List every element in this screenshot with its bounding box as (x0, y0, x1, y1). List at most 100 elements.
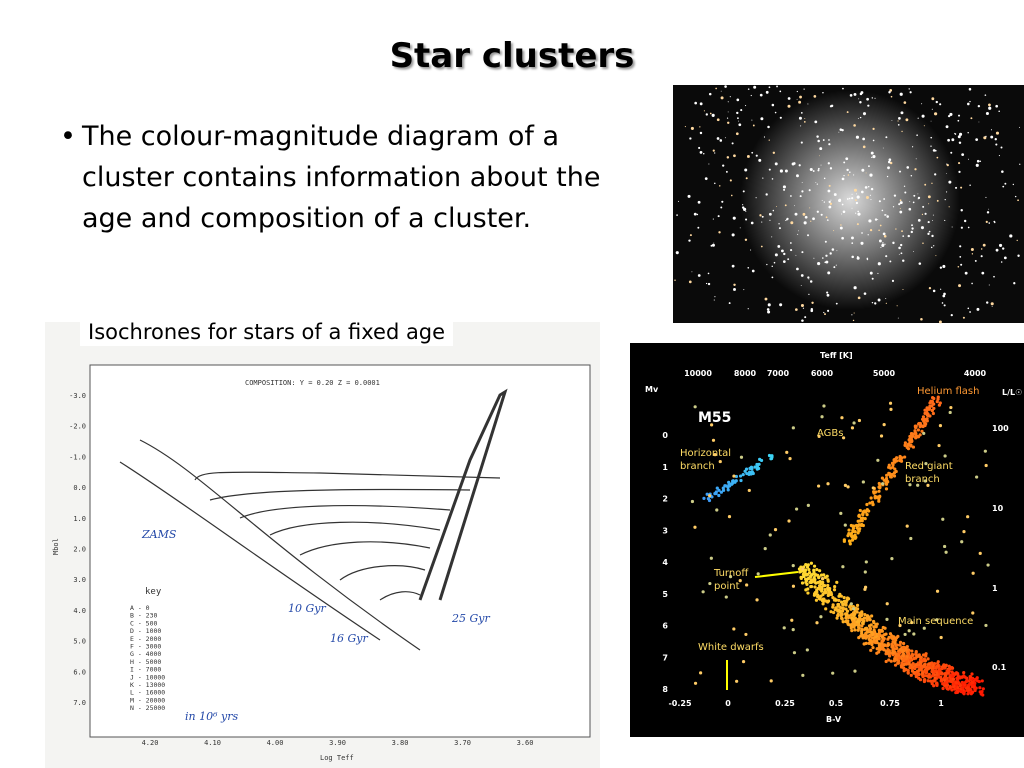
star (821, 200, 823, 202)
star (862, 112, 867, 116)
cmd-point (770, 455, 774, 459)
cmd-point (920, 671, 925, 675)
star (812, 170, 815, 172)
x-tick-label: 3.70 (454, 739, 471, 747)
cmd-point (841, 565, 845, 569)
star (932, 214, 934, 216)
cmd-point (870, 500, 875, 504)
cmd-point (799, 576, 803, 580)
star (867, 234, 869, 236)
cmd-point (810, 578, 814, 582)
star (705, 113, 708, 116)
star (988, 103, 991, 107)
cmd-label: Horizontal (680, 448, 731, 459)
star (920, 226, 924, 230)
star (958, 141, 962, 144)
star (762, 177, 764, 179)
cmd-point (846, 597, 851, 601)
cmd-point (966, 686, 970, 690)
star (674, 279, 676, 281)
cmd-point (877, 489, 881, 493)
cmd-point (951, 682, 955, 686)
cmd-point (928, 404, 932, 408)
star (750, 249, 752, 251)
cmd-point (831, 603, 835, 607)
star (841, 203, 844, 206)
star (855, 212, 857, 214)
star (813, 95, 817, 98)
star (892, 241, 895, 245)
cmd-point (816, 573, 820, 577)
cmd-point (726, 488, 730, 492)
star (928, 287, 932, 290)
star (958, 162, 961, 165)
cmd-point (930, 408, 934, 413)
cmd-point (849, 607, 853, 611)
cmd-point (905, 644, 909, 649)
star (841, 177, 845, 181)
cmd-point (891, 650, 895, 655)
star (809, 167, 813, 171)
annotation: ZAMS (141, 528, 177, 541)
star (958, 170, 961, 174)
star (859, 101, 862, 104)
cmd-point (727, 515, 732, 519)
star (697, 226, 700, 229)
cmd-point (842, 538, 846, 542)
cmd-point (918, 425, 922, 429)
cmd-point (849, 532, 853, 536)
left-tick-label: 1 (662, 463, 668, 472)
cmd-point (826, 482, 830, 486)
cmd-point (932, 670, 937, 674)
cmd-point (773, 528, 778, 532)
cmd-point (936, 660, 940, 664)
star (867, 104, 870, 107)
cmd-point (819, 615, 823, 619)
star (824, 313, 826, 316)
cmd-point (865, 630, 870, 634)
star (917, 193, 919, 195)
cmd-label: Helium flash (917, 386, 979, 397)
cmd-point (908, 656, 913, 660)
star (817, 167, 820, 170)
star (790, 221, 794, 225)
star (803, 121, 806, 123)
cmd-point (880, 476, 885, 480)
annotation: 16 Gyr (330, 632, 368, 645)
cmd-point (911, 665, 915, 669)
star (803, 88, 805, 90)
star (736, 98, 740, 102)
star (696, 213, 699, 216)
cmd-point (928, 414, 932, 418)
cmd-point (693, 681, 698, 685)
cmd-point (984, 623, 988, 628)
cmd-point (952, 685, 956, 689)
star (852, 319, 855, 322)
star (899, 201, 903, 205)
star (985, 196, 987, 198)
cmd-point (738, 579, 742, 583)
key-entry: N - 25000 (130, 704, 165, 712)
cmd-point (912, 632, 916, 636)
cmd-point (884, 482, 889, 486)
x-tick-label: 4.20 (142, 739, 159, 747)
star (733, 288, 736, 291)
star (891, 279, 895, 282)
cmd-point (859, 523, 863, 528)
cmd-point (801, 567, 805, 571)
cmd-point (816, 484, 821, 488)
star (831, 248, 835, 251)
star (995, 143, 998, 146)
cmd-point (897, 656, 901, 660)
cmd-point (937, 403, 941, 407)
star (739, 227, 741, 229)
star (985, 220, 988, 223)
star (745, 218, 748, 221)
cmd-point (741, 473, 745, 477)
star (688, 280, 692, 284)
star (961, 153, 965, 156)
cmd-point (873, 496, 878, 500)
star (798, 116, 802, 120)
star (699, 151, 703, 154)
